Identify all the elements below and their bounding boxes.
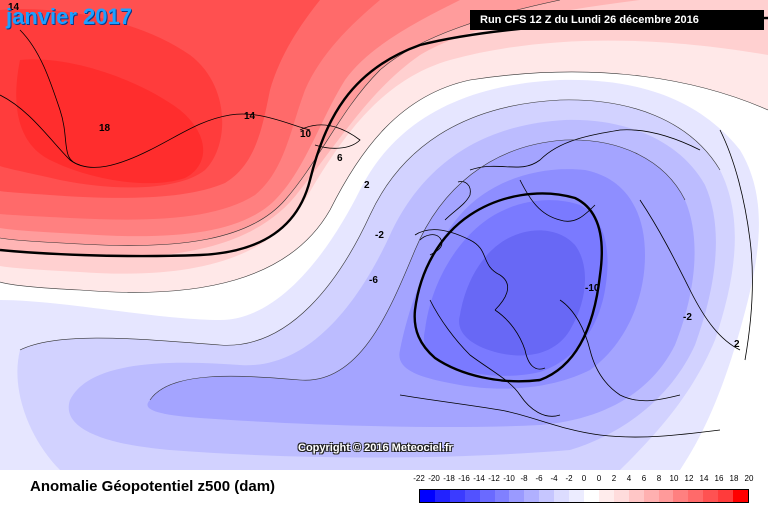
contour-label: -10 xyxy=(585,283,600,294)
legend-swatch xyxy=(703,490,719,502)
legend-tick-label: 2 xyxy=(611,474,617,483)
legend-tick-label: -20 xyxy=(428,474,440,483)
legend-swatch xyxy=(494,490,510,502)
contour-label: 14 xyxy=(8,2,20,13)
legend-swatch xyxy=(733,490,748,502)
contour-label: 6 xyxy=(337,153,343,164)
legend-tick-label: -8 xyxy=(520,474,528,483)
map-title: janvier 2017 xyxy=(6,4,132,29)
legend-swatch xyxy=(434,490,450,502)
legend-tick-label: 18 xyxy=(729,474,739,483)
contour-label: -6 xyxy=(369,275,378,286)
legend-tick-label: -12 xyxy=(488,474,500,483)
copyright: Copyright © 2016 Meteociel.fr xyxy=(298,442,453,454)
legend-tick-label: -18 xyxy=(443,474,455,483)
legend-swatch xyxy=(509,490,525,502)
legend-tick-label: -22 xyxy=(413,474,425,483)
legend-tick-labels: -22 -20 -18 -16 -14 -12 -10 -8 -6 -4 -2 0 0 2 4 6 8 10 12 1… xyxy=(413,474,753,488)
legend-swatch xyxy=(718,490,734,502)
legend-tick-label: 4 xyxy=(626,474,632,483)
contour-label: 14 xyxy=(244,111,256,122)
legend-tick-label: 12 xyxy=(684,474,694,483)
legend-swatch xyxy=(479,490,495,502)
legend-swatch xyxy=(420,490,435,502)
anomaly-map: 14 18 14 10 6 2 -2 -6 -10 -2 2 xyxy=(0,0,768,470)
contour-lines xyxy=(0,0,768,401)
legend-tick-label: -10 xyxy=(503,474,515,483)
coastlines xyxy=(0,29,753,438)
footer-title: Anomalie Géopotentiel z500 (dam) xyxy=(30,478,276,495)
legend-tick-label: -2 xyxy=(565,474,573,483)
legend-color-bar xyxy=(419,489,749,503)
run-info: Run CFS 12 Z du Lundi 26 décembre 2016 xyxy=(470,10,764,30)
legend-swatch xyxy=(598,490,614,502)
negative-anomaly-14 xyxy=(459,230,586,356)
contour-10-negative xyxy=(413,192,603,383)
legend-tick-label: -16 xyxy=(458,474,470,483)
legend-tick-label: 20 xyxy=(744,474,754,483)
legend-swatch xyxy=(464,490,480,502)
legend-swatch xyxy=(673,490,689,502)
contour-label: 2 xyxy=(734,339,740,350)
contour-label: 18 xyxy=(99,123,111,134)
legend-swatch xyxy=(688,490,704,502)
contour-label: -2 xyxy=(683,312,692,323)
legend-swatch xyxy=(569,490,584,502)
legend-swatch xyxy=(524,490,540,502)
legend-swatch xyxy=(554,490,570,502)
legend-tick-label: -6 xyxy=(535,474,543,483)
legend-tick-label: 16 xyxy=(714,474,724,483)
legend-tick-label: 10 xyxy=(669,474,679,483)
legend-tick-label: 14 xyxy=(699,474,709,483)
legend-tick-label: 0 xyxy=(596,474,602,483)
legend-swatch xyxy=(658,490,674,502)
legend-swatch xyxy=(449,490,465,502)
legend-swatch xyxy=(643,490,659,502)
legend-tick-label: 8 xyxy=(656,474,662,483)
contour-label: 2 xyxy=(364,180,370,191)
legend-swatch xyxy=(613,490,629,502)
contour-label: -2 xyxy=(375,230,384,241)
legend-swatch xyxy=(628,490,644,502)
legend-swatch xyxy=(539,490,555,502)
legend-tick-label: 6 xyxy=(641,474,647,483)
contour-label: 10 xyxy=(300,129,312,140)
legend-tick-label: -14 xyxy=(473,474,485,483)
legend-swatch xyxy=(583,490,599,502)
legend-tick-label: 0 xyxy=(581,474,587,483)
legend-tick-label: -4 xyxy=(550,474,558,483)
